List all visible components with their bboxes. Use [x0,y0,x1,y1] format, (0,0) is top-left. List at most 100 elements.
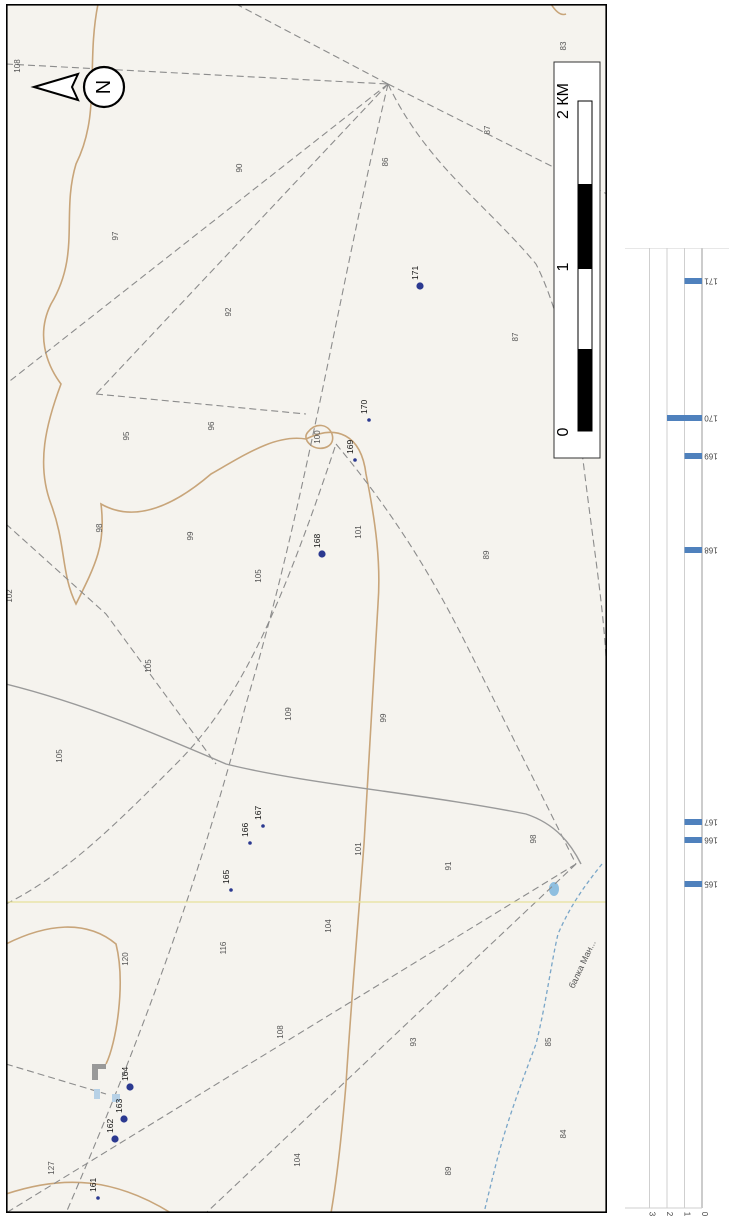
spot-height: 127 [47,1161,56,1175]
survey-point-label: 162 [105,1119,115,1133]
spot-height: 91 [444,861,453,870]
chart-x-tick: 0 [700,1212,709,1217]
road-12 [6,523,217,765]
survey-point-167[interactable] [261,824,265,828]
survey-point-label: 171 [410,266,420,280]
compass-circle-icon [82,65,126,109]
chart-category-label: 169 [704,452,718,461]
topographic-map[interactable]: 1089790868387929596989910010210510510510… [6,4,607,1213]
chart-x-tick: 2 [665,1212,674,1217]
spot-height: 96 [207,421,216,430]
spot-height: 105 [144,659,153,673]
contour-lines [6,4,567,1213]
contour-west-loop [6,926,121,1065]
survey-point-161[interactable] [96,1196,100,1200]
spot-height: 116 [219,941,228,954]
map-border [6,4,607,1213]
spot-height: 101 [354,842,363,856]
chart-bar-171 [684,278,702,284]
spot-height: 105 [254,569,263,583]
contour-closed-loop [305,424,334,450]
road-6 [235,4,389,85]
scale-bar: 0 1 2 КМ [553,61,601,459]
survey-point-label: 169 [345,440,355,454]
points-bar-chart: 165 166 167 168 169 170 171 0 1 2 3 [625,248,729,1226]
survey-point-label: 163 [114,1099,124,1113]
chart-background [625,248,729,1226]
road-10 [6,863,577,1213]
chart-bar-170 [667,415,702,421]
chart-bar-168 [684,547,702,553]
chart-category-label: 166 [704,836,718,845]
spot-height: 98 [95,523,104,532]
spot-height: 92 [224,307,233,316]
chart-category-label: 167 [704,818,718,827]
survey-point-164[interactable] [126,1083,134,1091]
chart-category-label: 171 [704,277,718,286]
spot-height: 104 [324,919,333,933]
survey-point-label: 168 [312,534,322,548]
survey-point-label: 167 [253,806,263,820]
survey-point-169[interactable] [353,458,357,462]
survey-point-label: 165 [221,870,231,884]
spot-height: 109 [284,707,293,721]
contour-east [550,4,567,16]
survey-point-171[interactable] [416,282,424,290]
spot-height: 108 [276,1025,285,1039]
spot-height: 100 [313,430,322,444]
survey-point-166[interactable] [248,841,252,845]
survey-point-170[interactable] [367,418,371,422]
north-arrow: N [30,65,126,109]
chart-category-label: 170 [704,414,718,423]
spot-height: 87 [483,125,492,134]
road-11 [205,863,577,1213]
river-line [483,863,603,1213]
spot-height: 108 [13,59,22,73]
survey-point-label: 164 [120,1067,130,1081]
road-14 [6,1063,107,1095]
road-8 [335,443,577,865]
survey-point-168[interactable] [318,550,326,558]
survey-point-165[interactable] [229,888,233,892]
spot-height: 83 [559,41,568,50]
chart-x-tick: 3 [648,1212,657,1217]
spot-height: 120 [121,952,130,966]
spot-height: 89 [444,1166,453,1175]
chart-bar-165 [684,881,702,887]
scale-label-1: 1 [555,262,572,271]
power-line [6,683,582,865]
spot-height: 99 [186,531,195,540]
road-7 [6,63,389,85]
spot-height: 102 [6,589,14,603]
spot-height: 104 [293,1153,302,1167]
chart-x-tick: 1 [683,1212,692,1217]
spot-heights: 108 97 90 86 83 87 92 95 96 98 99 100 102 105 105 105 10… [6,41,568,1175]
arrow-icon [30,72,80,102]
spot-height: 98 [529,834,538,843]
road-2 [95,83,389,395]
spot-height: 95 [122,431,131,440]
spot-height: 86 [381,157,390,166]
map-background [6,4,607,1213]
contour-south [6,1181,172,1213]
scale-label-2: 2 КМ [555,83,572,119]
spot-height: 89 [482,550,491,559]
contour-north [42,4,380,1213]
pond [549,882,559,896]
spot-height: 99 [379,713,388,722]
road-1 [6,83,389,385]
spot-height: 87 [511,332,520,341]
compass-letter: N [93,80,115,94]
spot-height: 97 [111,231,120,240]
survey-point-162[interactable] [111,1135,119,1143]
chart-category-label: 168 [704,546,718,555]
survey-point-163[interactable] [120,1115,128,1123]
road-3 [65,83,389,1213]
spot-height: 84 [559,1129,568,1138]
chart-bar-167 [684,819,702,825]
spot-height: 93 [409,1037,418,1046]
survey-point-label: 161 [88,1178,98,1192]
chart-category-label: 165 [704,880,718,889]
spot-height: 101 [354,525,363,539]
